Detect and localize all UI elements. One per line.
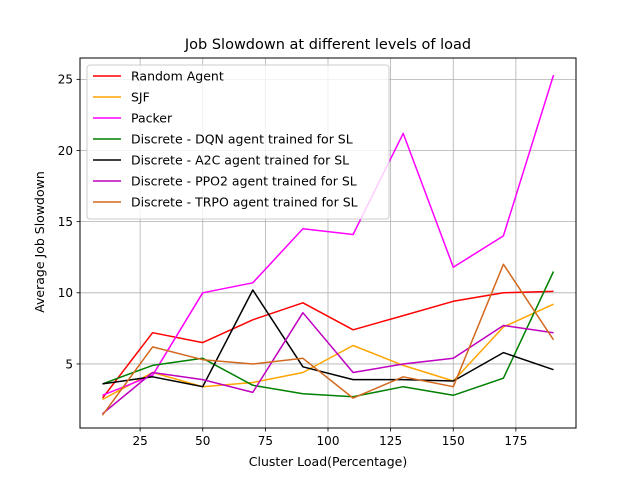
legend-label: SJF <box>131 90 150 105</box>
y-tick-label: 20 <box>58 144 73 158</box>
series-line-discrete-trpo-agent-trained-for-sl <box>101 263 555 416</box>
x-tick-label: 75 <box>258 434 273 448</box>
y-tick-label: 5 <box>65 357 73 371</box>
series-line-random-agent <box>101 290 554 399</box>
axis-ticks: 25 50 75 100 125 150 175 5 10 15 20 25 <box>58 73 528 448</box>
x-tick-label: 150 <box>442 434 465 448</box>
series-line-packer <box>102 74 555 396</box>
legend-label: Discrete - TRPO agent trained for SL <box>131 195 358 210</box>
legend-label: Packer <box>131 111 173 126</box>
legend: Random Agent SJF Packer Discrete - DQN agen… <box>86 64 390 220</box>
legend-label: Discrete - DQN agent trained for SL <box>131 132 353 147</box>
y-tick-label: 25 <box>58 73 73 87</box>
series-line-discrete-dqn-agent-trained-for-sl <box>102 271 555 398</box>
x-axis-label: Cluster Load(Percentage) <box>249 454 407 469</box>
x-tick-label: 125 <box>379 434 402 448</box>
legend-label: Random Agent <box>131 69 224 84</box>
series-lines <box>101 74 555 416</box>
x-tick-label: 100 <box>317 434 340 448</box>
x-tick-label: 25 <box>132 434 147 448</box>
series-line-discrete-ppo2-agent-trained-for-sl <box>102 311 554 415</box>
series-line-sjf <box>102 303 554 401</box>
y-tick-label: 10 <box>58 286 73 300</box>
legend-label: Discrete - PPO2 agent trained for SL <box>131 174 357 189</box>
y-axis-label: Average Job Slowdown <box>32 171 47 313</box>
x-tick-label: 50 <box>195 434 210 448</box>
x-tick-label: 175 <box>504 434 527 448</box>
series-line-discrete-a2c-agent-trained-for-sl <box>102 289 554 388</box>
y-tick-label: 15 <box>58 215 73 229</box>
legend-box <box>86 64 390 220</box>
chart-title: Job Slowdown at different levels of load <box>184 37 471 53</box>
legend-label: Discrete - A2C agent trained for SL <box>131 153 349 168</box>
